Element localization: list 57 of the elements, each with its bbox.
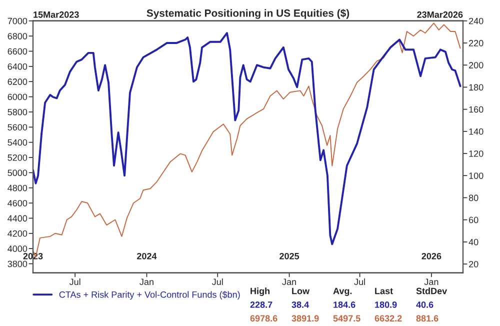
- y-tick-label: 6800: [8, 33, 28, 40]
- x-tick-label: Jul: [354, 278, 365, 286]
- x-tick-label: Jan: [424, 278, 438, 286]
- text: 881.6: [416, 315, 438, 322]
- y2-tick-label: 140: [469, 128, 484, 135]
- text: 228.7: [250, 301, 272, 308]
- text: 6978.6: [250, 315, 278, 322]
- x-tick-label: Jan: [140, 278, 154, 286]
- y-tick-label: 6400: [8, 63, 28, 70]
- y2-tick-label: 20: [469, 260, 478, 268]
- text: Avg.: [333, 288, 352, 296]
- chart-title: Systematic Positioning in US Equities ($): [146, 8, 350, 19]
- y-tick-label: 5600: [8, 124, 28, 130]
- y-tick-label: 4800: [8, 184, 28, 192]
- text: High: [250, 288, 270, 296]
- text: StdDev: [416, 288, 448, 294]
- x-tick-label: Jul: [69, 278, 80, 286]
- y2-tick-label: 180: [469, 84, 484, 91]
- y2-tick-label: 240: [469, 18, 484, 24]
- y2-tick-label: 40: [468, 238, 478, 246]
- text: Low: [292, 288, 310, 294]
- y-tick-label: 6600: [8, 48, 28, 55]
- x-tick-label: Jul: [212, 278, 223, 286]
- text: 6632.2: [374, 315, 402, 322]
- legend-label: CTAs + Risk Parity + Vol-Control Funds ($bn): [59, 291, 240, 300]
- x-tick-label: Jan: [282, 278, 296, 286]
- x2-tick-label: 2024: [137, 252, 157, 260]
- x2-tick-label: 2026: [422, 252, 442, 260]
- y-tick-label: 5800: [8, 108, 28, 116]
- text: 184.6: [334, 301, 356, 308]
- y2-tick-label: 120: [469, 150, 484, 157]
- text: 23Mar2026: [417, 11, 463, 18]
- text: 5497.5: [333, 315, 360, 322]
- y-tick-label: 6000: [8, 94, 28, 100]
- y2-tick-label: 100: [469, 172, 484, 179]
- y-tick-label: 6200: [8, 78, 28, 85]
- y-tick-label: 3800: [8, 260, 28, 268]
- y-tick-label: 5200: [8, 154, 28, 161]
- y2-tick-label: 220: [469, 40, 484, 46]
- y2-tick-label: 200: [469, 62, 484, 68]
- y-tick-label: 4600: [8, 200, 28, 206]
- y-tick-label: 4400: [8, 215, 28, 222]
- text: 180.9: [375, 301, 397, 308]
- text: 38.4: [292, 301, 310, 308]
- text: 40.6: [416, 301, 434, 308]
- y-tick-label: 5400: [8, 139, 28, 146]
- y-tick-label: 5000: [8, 170, 28, 176]
- x2-tick-label: 2025: [280, 252, 300, 260]
- y-tick-label: 7000: [8, 18, 28, 24]
- y2-tick-label: 160: [469, 106, 484, 113]
- text: Last: [375, 288, 393, 294]
- text: 15Mar2023: [34, 11, 79, 18]
- text: 3891.9: [292, 315, 319, 322]
- y2-tick-label: 80: [468, 194, 478, 202]
- y-tick-label: 4000: [8, 246, 28, 252]
- y2-tick-label: 60: [469, 216, 478, 224]
- y-tick-label: 4200: [8, 230, 28, 237]
